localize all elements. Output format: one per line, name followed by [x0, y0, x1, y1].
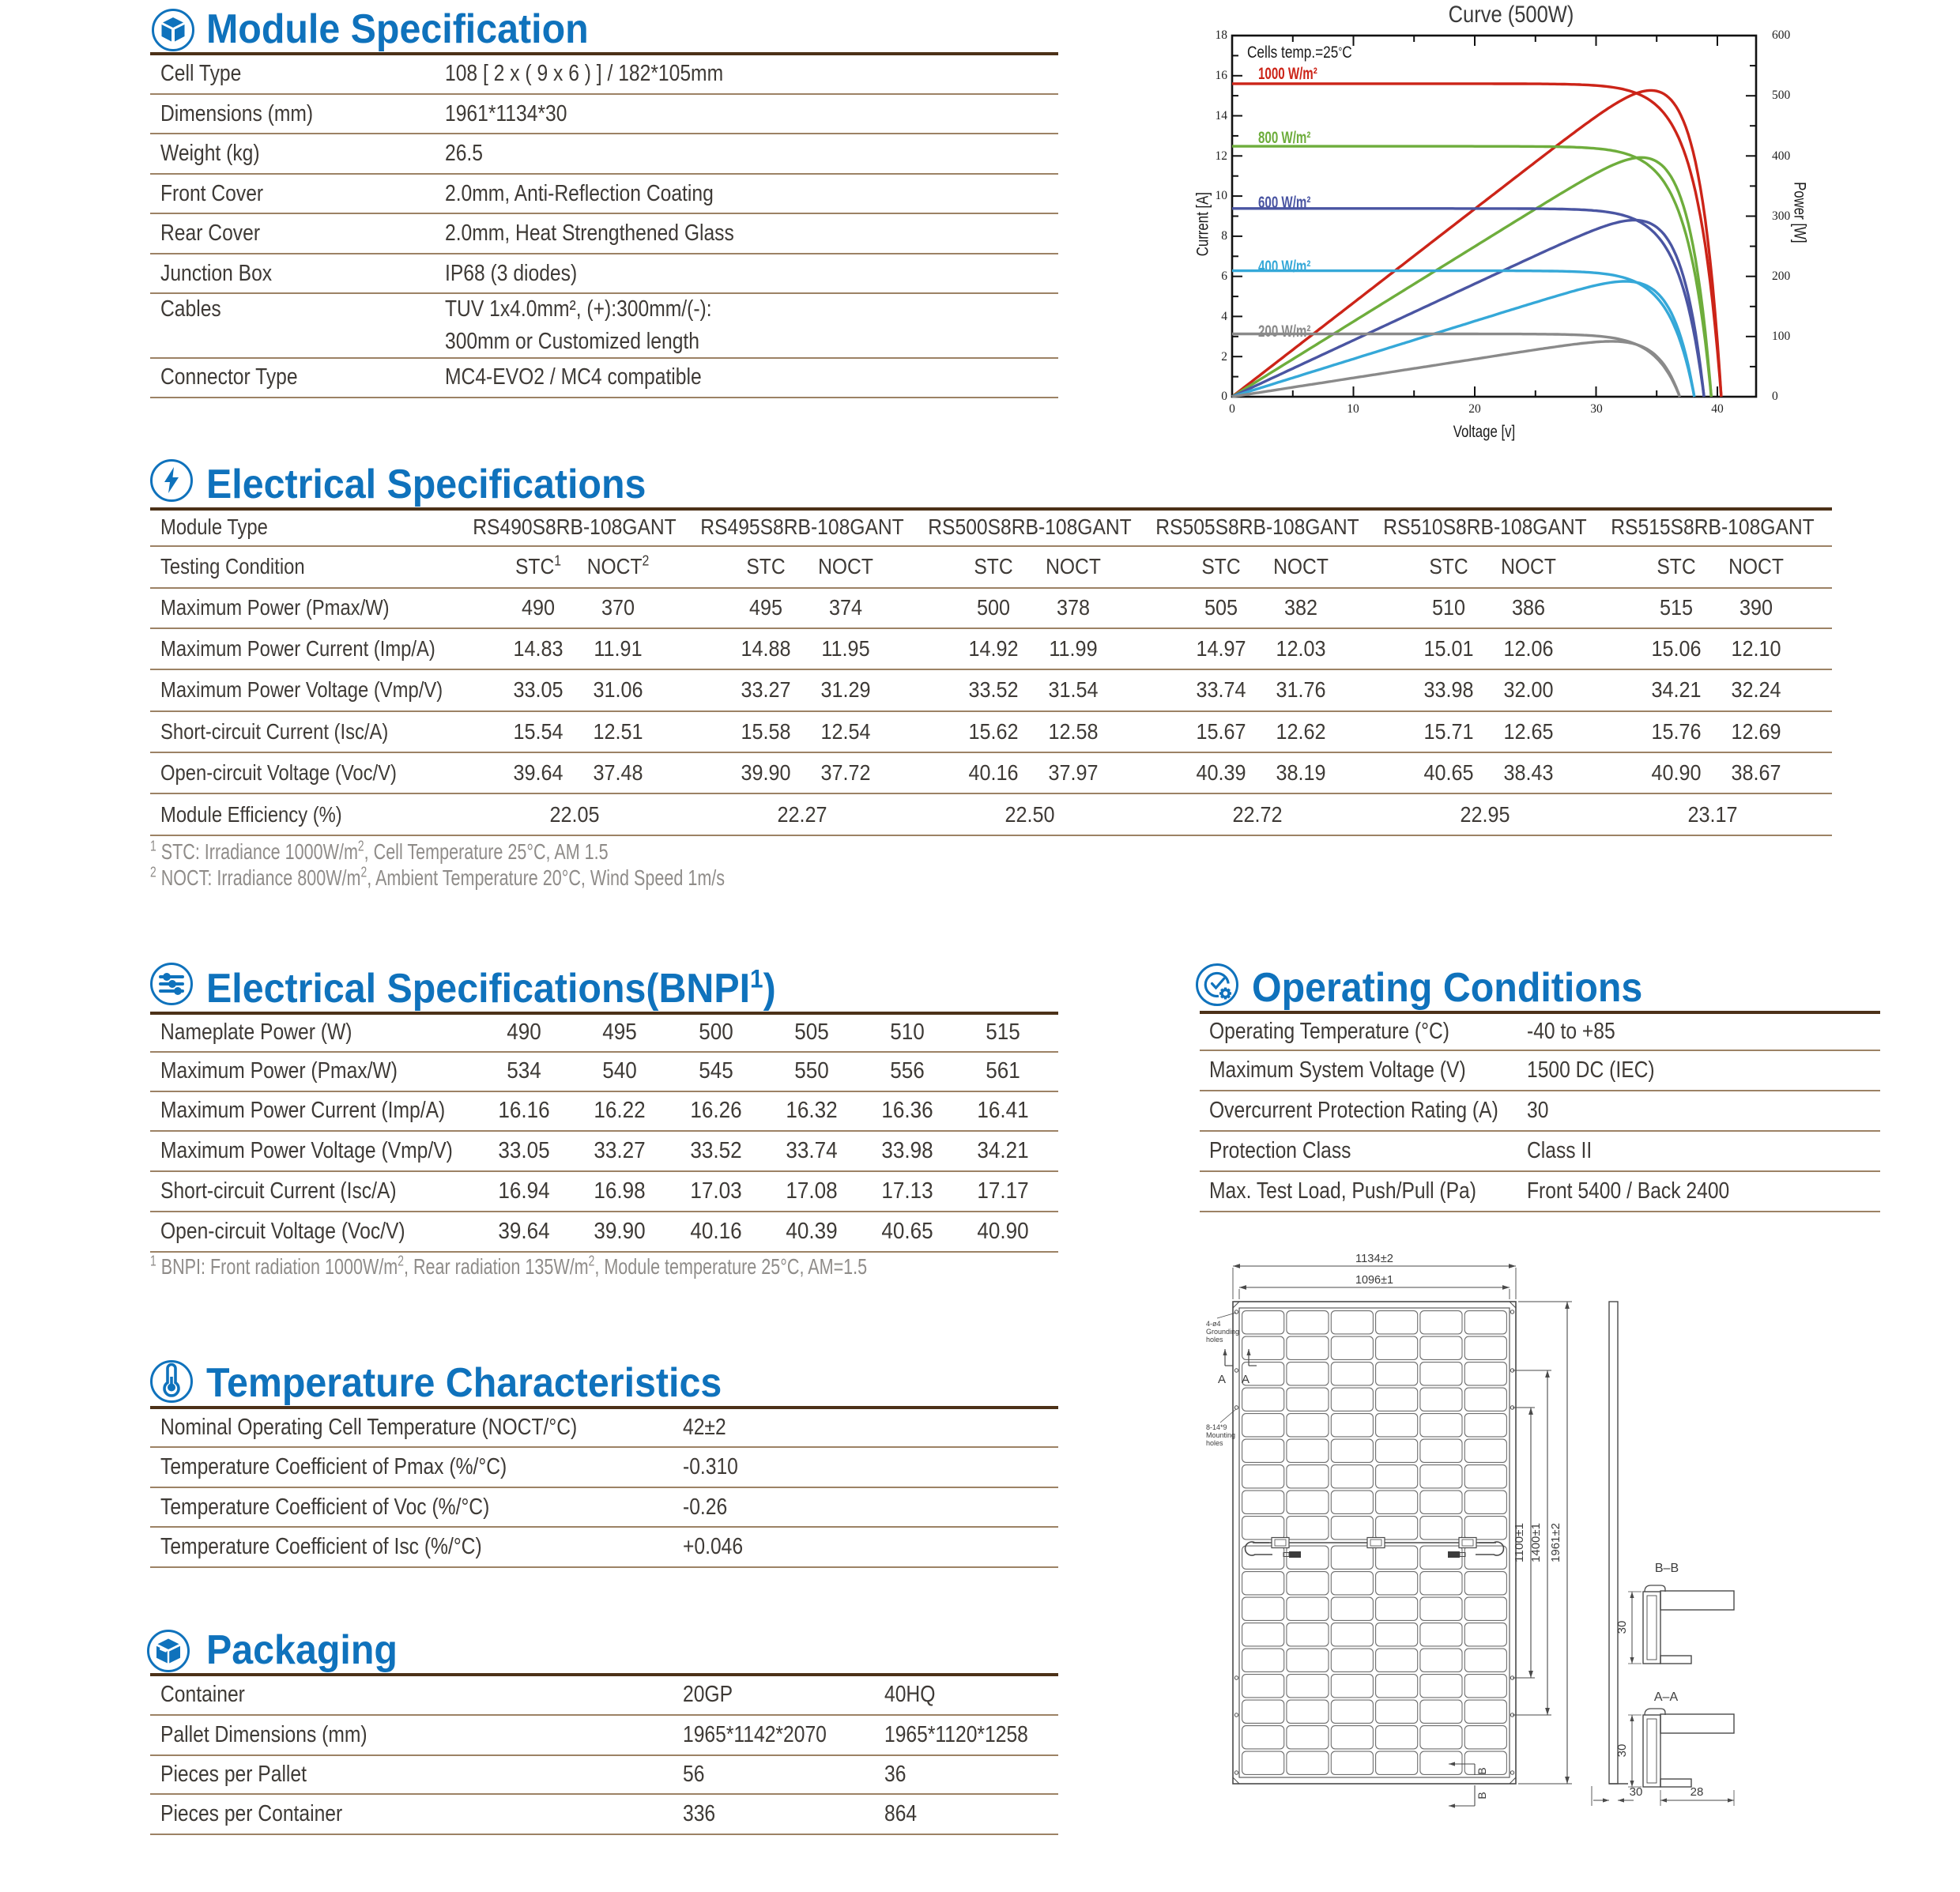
svg-text:1096±1: 1096±1 [1355, 1273, 1393, 1287]
svg-text:4-ø4: 4-ø4 [1206, 1320, 1221, 1328]
svg-text:B: B [1476, 1767, 1488, 1774]
svg-text:30: 30 [1630, 1785, 1643, 1799]
svg-text:30: 30 [1615, 1621, 1629, 1634]
svg-text:A–A: A–A [1654, 1690, 1679, 1704]
svg-text:Grounding: Grounding [1206, 1328, 1239, 1336]
svg-text:1100±1: 1100±1 [1513, 1523, 1526, 1562]
svg-text:1961±2: 1961±2 [1549, 1523, 1562, 1562]
svg-text:holes: holes [1206, 1336, 1223, 1344]
svg-text:A: A [1242, 1373, 1250, 1386]
svg-text:Mounting: Mounting [1206, 1431, 1235, 1439]
svg-text:A: A [1218, 1373, 1226, 1386]
svg-text:B: B [1476, 1792, 1488, 1799]
svg-text:1134±2: 1134±2 [1355, 1252, 1393, 1265]
svg-text:holes: holes [1206, 1439, 1223, 1447]
svg-text:1400±1: 1400±1 [1529, 1523, 1543, 1562]
svg-text:B–B: B–B [1655, 1562, 1679, 1575]
svg-text:8-14*9: 8-14*9 [1206, 1423, 1227, 1431]
svg-text:28: 28 [1690, 1785, 1704, 1799]
svg-text:30: 30 [1615, 1744, 1629, 1758]
